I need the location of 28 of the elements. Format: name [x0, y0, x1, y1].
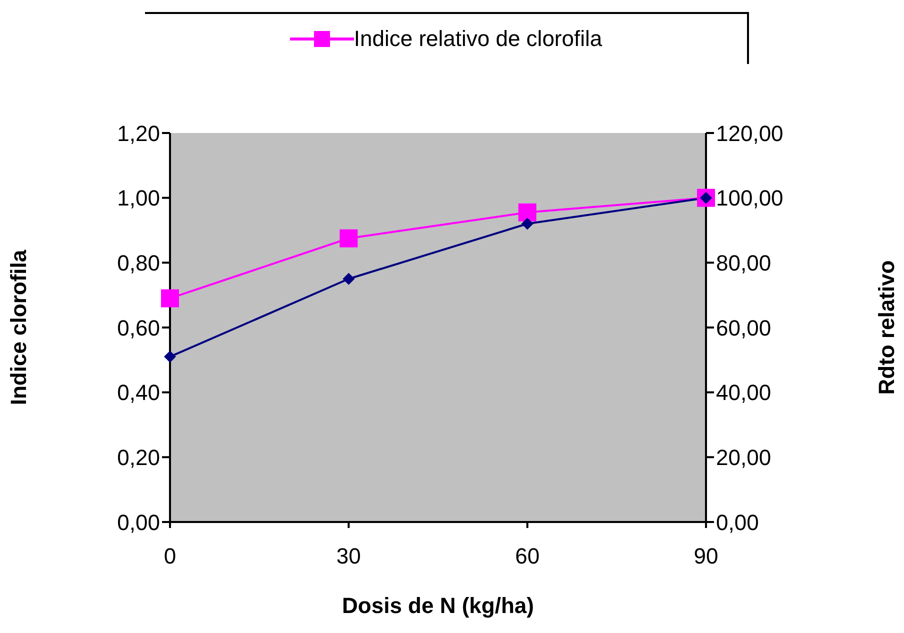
y-tick-label: 1,20 [117, 120, 160, 146]
y-tick-label: 0,20 [117, 444, 160, 470]
y-axis-title: Indice clorofila [6, 249, 31, 406]
x-tick-label: 60 [515, 544, 540, 569]
y2-tick-label: 60,00 [716, 315, 772, 340]
point [340, 229, 358, 248]
x-tick-label: 30 [336, 544, 361, 569]
x-tick-label: 0 [164, 544, 176, 569]
y2-tick-label: 40,00 [716, 380, 772, 406]
x-axis-title: Dosis de N (kg/ha) [342, 593, 534, 618]
point [521, 218, 534, 230]
y2-axis-title: Rdto relativo [874, 260, 899, 395]
legend-label: Indice relativo de clorofila [354, 26, 602, 52]
point [164, 350, 176, 363]
y-tick-label: 0,80 [117, 250, 160, 276]
y2-tick-label: 120,00 [716, 120, 784, 146]
y-tick-label: 0,40 [117, 380, 160, 406]
y-tick-label: 0,60 [117, 315, 160, 340]
y2-tick-label: 80,00 [716, 250, 772, 276]
y2-tick-label: 0,00 [716, 510, 759, 535]
y2-tick-label: 20,00 [716, 444, 772, 470]
point [161, 289, 179, 308]
y-tick-label: 0,00 [117, 510, 160, 535]
y-tick-label: 1,00 [117, 186, 160, 211]
y2-tick-label: 100,00 [716, 186, 784, 211]
point [342, 272, 355, 285]
x-tick-label: 90 [694, 544, 718, 569]
point [518, 203, 536, 222]
